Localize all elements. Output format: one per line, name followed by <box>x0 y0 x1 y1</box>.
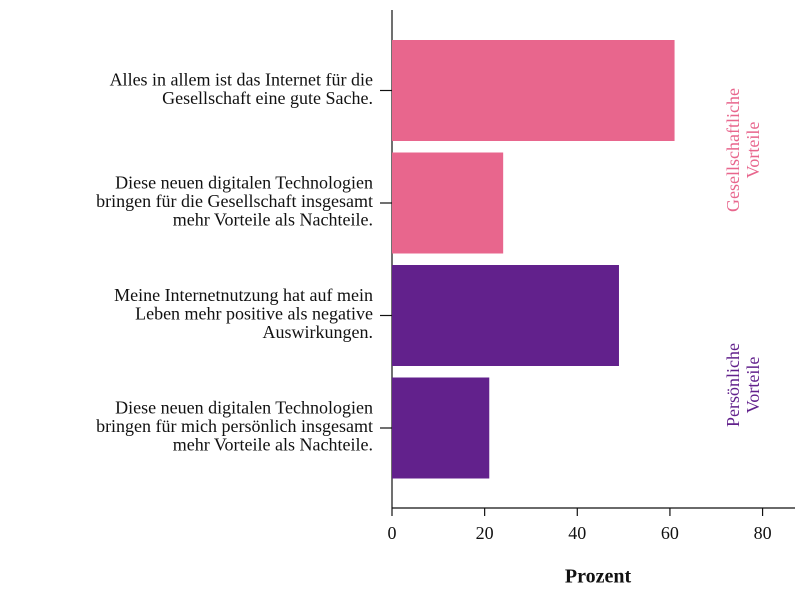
y-tick-label: Gesellschaft eine gute Sache. <box>162 88 373 108</box>
y-tick-label: Diese neuen digitalen Technologien <box>115 398 373 418</box>
bar <box>392 265 619 366</box>
x-tick-label: 80 <box>754 523 772 543</box>
y-tick-label: bringen für die Gesellschaft insgesamt <box>96 191 373 211</box>
group-label: Vorteile <box>743 357 763 414</box>
y-tick-label: Alles in allem ist das Internet für die <box>110 69 373 89</box>
x-axis-label: Prozent <box>565 566 632 588</box>
y-tick-label: Diese neuen digitalen Technologien <box>115 173 373 193</box>
bar <box>392 152 504 254</box>
x-tick-label: 60 <box>661 523 679 543</box>
y-tick-label: Meine Internetnutzung hat auf mein <box>114 285 373 305</box>
group-label: Gesellschaftliche <box>723 88 743 212</box>
x-tick-label: 0 <box>388 523 397 543</box>
bar <box>392 377 490 479</box>
y-tick-label: bringen für mich persönlich insgesamt <box>96 416 373 436</box>
group-label: Persönliche <box>723 343 743 427</box>
y-tick-label: mehr Vorteile als Nachteile. <box>173 210 373 230</box>
y-tick-label: Leben mehr positive als negative <box>135 304 373 324</box>
group-label: Vorteile <box>743 122 763 179</box>
y-tick-label: Auswirkungen. <box>263 322 374 342</box>
y-tick-label: mehr Vorteile als Nachteile. <box>173 435 373 455</box>
bar <box>392 40 675 141</box>
x-tick-label: 20 <box>476 523 494 543</box>
x-tick-label: 40 <box>568 523 586 543</box>
